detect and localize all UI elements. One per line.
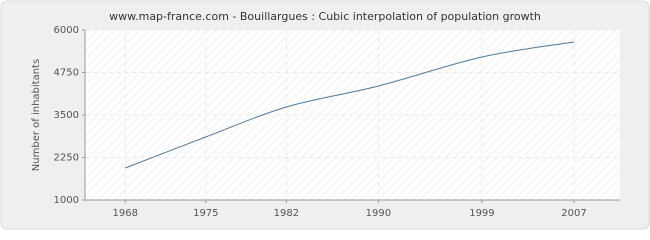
y-tick-label: 2250: [54, 153, 79, 164]
chart: www.map-france.com - Bouillargues : Cubi…: [0, 0, 650, 230]
x-tick-label: 1982: [274, 208, 299, 219]
y-tick-label: 6000: [54, 25, 79, 36]
x-tick-label: 2007: [561, 208, 586, 219]
x-tick-label: 1968: [113, 208, 138, 219]
y-tick-label: 4750: [54, 68, 79, 79]
chart-title: www.map-france.com - Bouillargues : Cubi…: [109, 10, 541, 23]
x-tick-label: 1975: [193, 208, 218, 219]
y-axis-label: Number of inhabitants: [31, 59, 42, 171]
y-tick-label: 3500: [54, 110, 79, 121]
plot: 1000 2250 3500 4750 6000 1968 1975 1982 1990 1999…: [54, 25, 620, 219]
x-tick-label: 1999: [469, 208, 494, 219]
y-tick-label: 1000: [54, 195, 79, 206]
x-tick-label: 1990: [366, 208, 391, 219]
data-line: [125, 41, 575, 169]
